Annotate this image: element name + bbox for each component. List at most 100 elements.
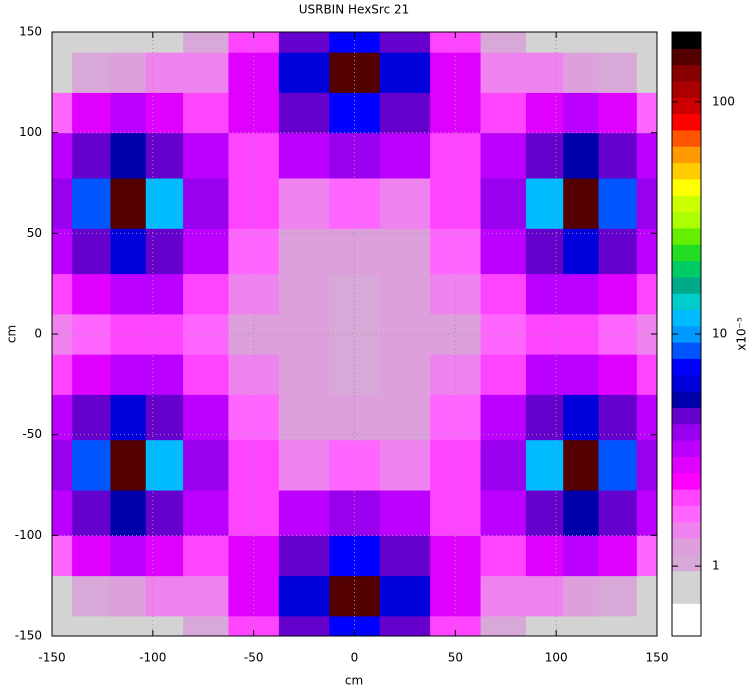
heat-cell [563, 575, 600, 617]
colorbar-swatch [672, 146, 701, 164]
heat-cell [183, 575, 229, 617]
heat-cell [563, 439, 600, 491]
heat-cell [52, 535, 73, 577]
colorbar-swatch [672, 538, 701, 555]
chart-title: USRBIN HexSrc 21 [299, 3, 410, 17]
heat-cell [598, 615, 638, 637]
heat-cell [278, 354, 330, 395]
heat-cell [278, 439, 330, 491]
heat-cell [636, 177, 658, 229]
x-tick-label: 100 [545, 651, 568, 665]
heat-cell [278, 177, 330, 229]
heat-cell [110, 490, 147, 536]
colorbar-swatch [672, 440, 701, 457]
heat-cell [598, 228, 638, 275]
heat-cell [145, 228, 184, 275]
heat-cell [480, 92, 527, 134]
heat-cell [525, 52, 564, 93]
heat-cell [183, 535, 229, 577]
colorbar-tick-label: 100 [712, 94, 735, 108]
heat-cell [183, 615, 229, 637]
heat-cell [480, 490, 527, 536]
heat-cell [598, 394, 638, 441]
colorbar-swatch [672, 374, 701, 392]
colorbar-swatch [672, 358, 701, 376]
heat-cell [329, 394, 381, 441]
heat-cell [379, 615, 431, 637]
heat-cell [72, 228, 111, 275]
heat-cell [72, 615, 111, 637]
heat-cell [110, 439, 147, 491]
colorbar-swatch [672, 489, 701, 506]
heat-cell [145, 575, 184, 617]
colorbar-swatch [672, 260, 701, 278]
heat-cell [430, 439, 482, 491]
heat-cell [379, 228, 431, 275]
heat-cell [329, 615, 381, 637]
heat-cell [379, 354, 431, 395]
heat-cell [636, 313, 658, 355]
heat-cell [563, 354, 600, 395]
heat-cell [430, 132, 482, 179]
heat-cell [72, 439, 111, 491]
heat-cell [329, 177, 381, 229]
heat-cell [480, 394, 527, 441]
heat-cell [52, 313, 73, 355]
heat-cell [563, 535, 600, 577]
heat-cell [52, 439, 73, 491]
y-axis-label: cm [5, 325, 19, 343]
heat-cell [145, 439, 184, 491]
colorbar-swatch [672, 32, 701, 49]
y-tick-label: 0 [34, 327, 42, 341]
heat-cell [430, 177, 482, 229]
heat-cell [52, 92, 73, 134]
heat-cell [598, 273, 638, 315]
colorbar-swatch [672, 113, 701, 131]
heat-cell [72, 92, 111, 134]
colorbar-tick-label: 1 [712, 559, 720, 573]
heat-cell [278, 32, 330, 53]
colorbar-swatch [672, 97, 701, 115]
y-tick-label: -100 [15, 528, 42, 542]
heat-cell [563, 32, 600, 53]
heat-cell [278, 575, 330, 617]
heat-cell [228, 394, 280, 441]
heat-cell [329, 32, 381, 53]
heat-cell [525, 132, 564, 179]
heat-cell [52, 52, 73, 93]
colorbar-swatch [672, 162, 701, 180]
heat-cell [480, 354, 527, 395]
x-tick-label: 150 [646, 651, 669, 665]
heat-cell [379, 575, 431, 617]
heat-cell [379, 92, 431, 134]
heat-cell [145, 177, 184, 229]
heat-cell [329, 439, 381, 491]
heat-cell [52, 575, 73, 617]
heat-cell [72, 132, 111, 179]
heat-cell [228, 439, 280, 491]
heat-cell [278, 92, 330, 134]
x-tick-label: -100 [139, 651, 166, 665]
heat-cell [379, 490, 431, 536]
heat-cell [72, 575, 111, 617]
heat-cell [636, 439, 658, 491]
heat-cell [110, 394, 147, 441]
colorbar-swatch [672, 391, 701, 408]
heat-cell [525, 394, 564, 441]
heat-cell [598, 575, 638, 617]
colorbar-swatch [672, 325, 701, 343]
heat-cell [525, 490, 564, 536]
heat-cell [525, 354, 564, 395]
heat-cell [145, 32, 184, 53]
heat-cell [636, 32, 658, 53]
heat-cell [52, 177, 73, 229]
heat-cell [228, 535, 280, 577]
heat-cell [430, 575, 482, 617]
colorbar-swatch [672, 619, 701, 637]
heat-cell [183, 92, 229, 134]
colorbar-frame [671, 31, 702, 637]
heat-cell [379, 132, 431, 179]
heat-cell [145, 490, 184, 536]
heat-cell [563, 313, 600, 355]
heat-cell [228, 575, 280, 617]
